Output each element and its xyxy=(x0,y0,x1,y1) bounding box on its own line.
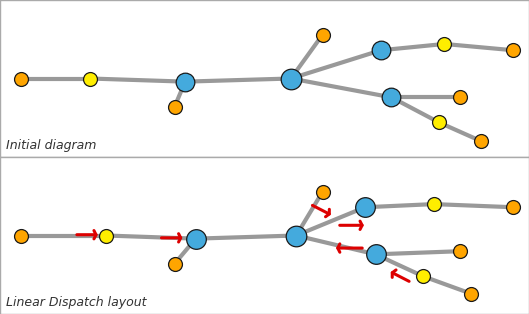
Point xyxy=(361,205,369,210)
Point xyxy=(509,205,517,210)
Point xyxy=(318,189,327,194)
Point xyxy=(86,76,94,81)
Point xyxy=(440,41,449,46)
Point xyxy=(318,32,327,37)
Point xyxy=(509,48,517,53)
Point xyxy=(292,233,300,238)
Point xyxy=(456,249,464,254)
Point xyxy=(430,202,438,207)
Point xyxy=(181,79,189,84)
Text: Linear Dispatch layout: Linear Dispatch layout xyxy=(6,296,147,309)
Point xyxy=(287,76,295,81)
Point xyxy=(170,261,179,266)
Point xyxy=(191,236,200,241)
Point xyxy=(17,76,25,81)
Point xyxy=(377,48,385,53)
Point xyxy=(467,291,475,296)
Point xyxy=(419,274,427,279)
Point xyxy=(102,233,110,238)
Point xyxy=(456,95,464,100)
Point xyxy=(435,120,443,125)
Point xyxy=(17,233,25,238)
Point xyxy=(170,104,179,109)
Point xyxy=(477,139,486,144)
Point xyxy=(387,95,396,100)
Point xyxy=(371,252,380,257)
Text: Initial diagram: Initial diagram xyxy=(6,139,97,152)
